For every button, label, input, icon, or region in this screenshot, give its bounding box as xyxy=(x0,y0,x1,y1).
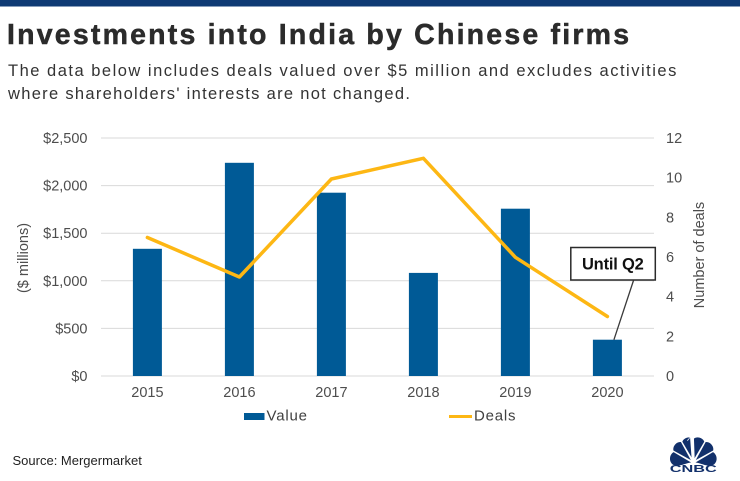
svg-text:Value: Value xyxy=(267,408,308,425)
svg-text:$1,500: $1,500 xyxy=(43,226,87,242)
svg-text:$1,000: $1,000 xyxy=(43,274,87,290)
svg-text:2020: 2020 xyxy=(591,385,623,401)
svg-text:$0: $0 xyxy=(71,369,87,385)
svg-text:Until Q2: Until Q2 xyxy=(582,256,644,274)
svg-text:2015: 2015 xyxy=(131,385,163,401)
svg-text:2019: 2019 xyxy=(499,385,531,401)
svg-text:10: 10 xyxy=(666,171,682,187)
svg-text:($ millions): ($ millions) xyxy=(16,223,32,293)
svg-text:4: 4 xyxy=(666,290,674,306)
svg-text:The data below includes deals: The data below includes deals valued ove… xyxy=(8,62,678,80)
svg-text:0: 0 xyxy=(666,369,674,385)
svg-text:$500: $500 xyxy=(55,321,87,337)
svg-text:8: 8 xyxy=(666,210,674,226)
svg-text:Investments into India by Chin: Investments into India by Chinese firms xyxy=(7,19,631,51)
svg-text:Deals: Deals xyxy=(474,408,516,425)
svg-text:$2,000: $2,000 xyxy=(43,179,87,195)
svg-text:where shareholders' interests: where shareholders' interests are not ch… xyxy=(7,85,411,103)
svg-text:$2,500: $2,500 xyxy=(43,131,87,147)
svg-text:CNBC: CNBC xyxy=(670,463,718,475)
svg-text:2018: 2018 xyxy=(407,385,439,401)
svg-text:6: 6 xyxy=(666,250,674,266)
svg-text:12: 12 xyxy=(666,131,682,147)
svg-text:Source: Mergermarket: Source: Mergermarket xyxy=(13,453,143,468)
svg-text:2: 2 xyxy=(666,329,674,345)
svg-text:2016: 2016 xyxy=(223,385,255,401)
svg-text:Number of deals: Number of deals xyxy=(692,202,708,308)
svg-text:2017: 2017 xyxy=(315,385,347,401)
